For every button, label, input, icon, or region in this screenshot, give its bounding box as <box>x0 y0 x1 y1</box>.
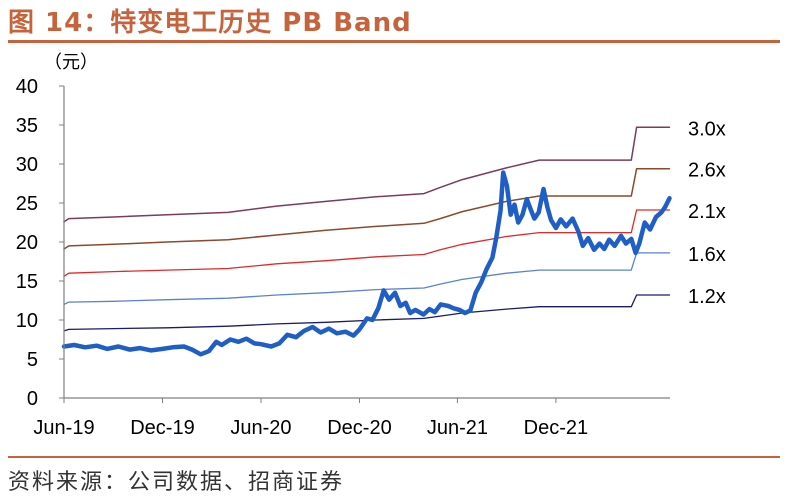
footer-divider <box>8 456 780 458</box>
x-tick-label: Jun-20 <box>230 417 291 439</box>
source-note: 资料来源：公司数据、招商证券 <box>8 470 345 495</box>
title-divider <box>8 40 780 43</box>
y-tick-label: 30 <box>16 154 38 176</box>
x-tick-label: Jun-19 <box>33 417 94 439</box>
x-tick-label: Dec-21 <box>524 417 588 439</box>
y-tick-label: 35 <box>16 115 38 137</box>
y-tick-label: 25 <box>16 193 38 215</box>
y-tick-label: 15 <box>16 271 38 293</box>
y-tick-label: 20 <box>16 232 38 254</box>
y-tick-label: 40 <box>16 76 38 98</box>
pb-band-line-2-1x <box>63 209 671 277</box>
x-tick-label: Dec-20 <box>327 417 391 439</box>
y-tick-label: 5 <box>27 349 38 371</box>
band-label: 1.2x <box>688 286 726 308</box>
band-label: 1.6x <box>688 244 726 266</box>
y-tick-label: 0 <box>27 388 38 410</box>
band-label: 2.1x <box>688 201 726 223</box>
pb-band-line-1-2x <box>63 294 671 332</box>
figure-title: 图 14：特变电工历史 PB Band <box>8 8 412 38</box>
share-price-line <box>61 170 672 357</box>
pb-band-line-3-0x <box>63 126 671 223</box>
pb-band-chart: （元） 0 5 10 15 20 25 30 35 40 Jun-19 Dec-19 Jun-20 D… <box>16 52 726 439</box>
x-tick-label: Dec-19 <box>130 417 194 439</box>
pb-band-line-2-6x <box>63 167 671 250</box>
pb-band-line-1-6x <box>63 252 671 306</box>
band-label: 2.6x <box>688 160 726 182</box>
band-label: 3.0x <box>688 118 726 140</box>
y-axis-unit-label: （元） <box>44 52 98 73</box>
y-tick-label: 10 <box>16 310 38 332</box>
x-tick-label: Jun-21 <box>427 417 488 439</box>
